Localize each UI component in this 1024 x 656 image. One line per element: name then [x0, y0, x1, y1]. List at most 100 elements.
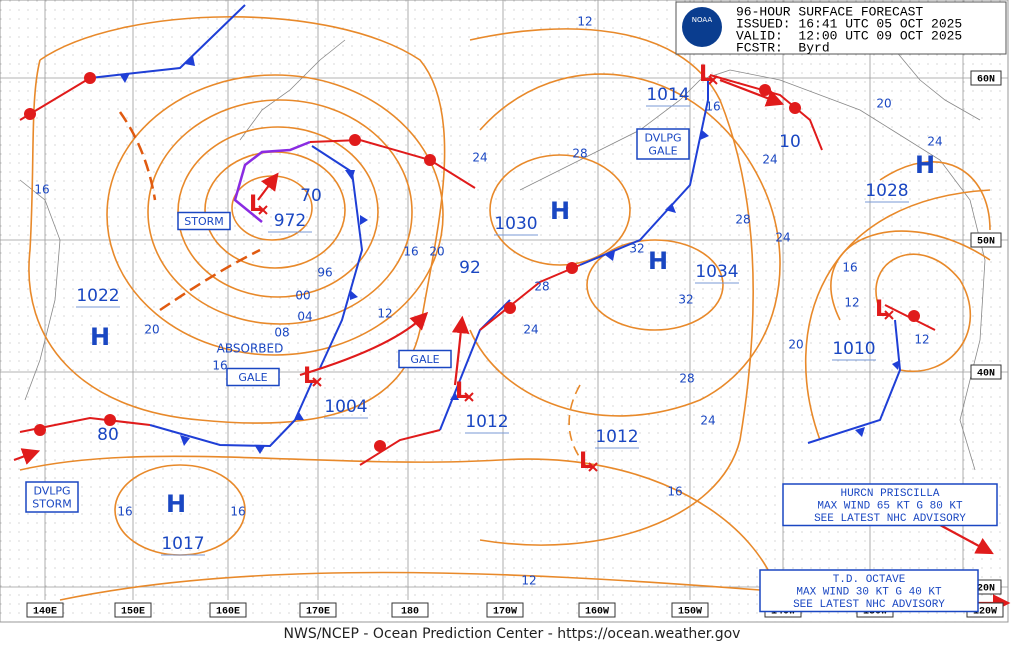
isobar-label: 80	[97, 425, 119, 445]
lon-label: 160W	[585, 607, 609, 618]
high-pressure: 1030	[494, 214, 537, 234]
low-symbol: L	[455, 379, 469, 404]
isobar-label: 24	[472, 151, 487, 165]
isobar-label: 12	[377, 307, 392, 321]
isobar-label: 32	[678, 293, 693, 307]
low-center	[884, 310, 894, 320]
isobar-label: 10	[779, 132, 801, 152]
isobar-label: 04	[297, 310, 312, 324]
forecaster: FCSTR: Byrd	[736, 40, 830, 55]
isobar-label: 96	[317, 266, 332, 280]
isobar-label: 20	[876, 97, 891, 111]
isobar-label: 16	[230, 505, 245, 519]
advisory-line: MAX WIND 65 KT G 80 KT	[817, 500, 963, 512]
high-symbol: H	[90, 323, 110, 351]
lon-label: 140E	[33, 607, 57, 618]
high-pressure: 1022	[76, 286, 119, 306]
isobar-label: 12	[914, 333, 929, 347]
lat-label-box	[970, 232, 1002, 248]
isobar-label: 70	[300, 186, 322, 206]
warning-label: DVLPG	[33, 485, 70, 498]
isobar-label: 20	[429, 245, 444, 259]
isobar-label: 16	[705, 100, 720, 114]
isobar-label: 24	[762, 153, 777, 167]
lon-label-box	[209, 602, 247, 618]
isobars	[19, 16, 991, 601]
high-symbol: H	[648, 247, 668, 275]
advisory-line: T.D. OCTAVE	[833, 574, 906, 586]
isobar-label: 24	[927, 135, 942, 149]
isobar-label: 12	[521, 574, 536, 588]
logo-text: NOAA	[692, 16, 713, 24]
lon-label: 160E	[216, 607, 240, 618]
low-pressure: 972	[274, 211, 306, 231]
advisory-line: MAX WIND 30 KT G 40 KT	[796, 586, 942, 598]
isobar-label: 16	[842, 261, 857, 275]
advisory-line: SEE LATEST NHC ADVISORY	[814, 513, 966, 525]
header-box: NOAA 96-HOUR SURFACE FORECAST ISSUED: 16…	[675, 1, 1007, 55]
isobar-label: 24	[775, 231, 790, 245]
lon-label-box	[391, 602, 429, 618]
lon-label-box	[671, 602, 709, 618]
advisory-line: SEE LATEST NHC ADVISORY	[793, 599, 945, 611]
lat-label: 60N	[977, 75, 995, 86]
isobar-label: 00	[295, 289, 310, 303]
low-center	[464, 392, 474, 402]
warning-box	[226, 367, 280, 387]
lon-label-box	[578, 602, 616, 618]
low-center	[258, 205, 268, 215]
warning-label: GALE	[410, 353, 439, 366]
lat-label-box	[970, 364, 1002, 380]
high-pressure: 1017	[161, 534, 204, 554]
warning-box	[25, 481, 79, 513]
low-pressure: 1014	[646, 85, 689, 105]
forecast-title: 96-HOUR SURFACE FORECAST	[736, 4, 923, 19]
low-pressure: 1012	[595, 427, 638, 447]
lon-label: 170E	[306, 607, 330, 618]
isobar-label: 28	[735, 213, 750, 227]
isobar-label: 20	[144, 323, 159, 337]
logo	[682, 7, 722, 47]
footer: NWS/NCEP - Ocean Prediction Center - htt…	[284, 626, 741, 642]
advisory-box	[759, 569, 979, 613]
fronts	[19, 4, 936, 466]
low-symbol: L	[249, 192, 263, 217]
isobar-label: 28	[679, 372, 694, 386]
lat-label-box	[970, 70, 1002, 86]
isobar-label: 16	[667, 485, 682, 499]
lat-label: 20N	[977, 584, 995, 595]
isobar-label: 20	[788, 338, 803, 352]
warning-box	[398, 349, 452, 369]
low-center	[312, 377, 322, 387]
low-center	[588, 462, 598, 472]
lon-label: 170W	[493, 607, 517, 618]
isobar-label: 16	[117, 505, 132, 519]
lon-label-box	[486, 602, 524, 618]
warning-label: DVLPG	[644, 132, 681, 145]
warning-label: STORM	[184, 215, 224, 228]
issued: ISSUED: 16:41 UTC 05 OCT 2025	[736, 16, 962, 31]
warning-box	[177, 211, 231, 231]
isobar-label: 12	[577, 15, 592, 29]
low-symbol: L	[303, 364, 317, 389]
isobar-label: 28	[534, 280, 549, 294]
high-symbol: H	[915, 151, 935, 179]
valid: VALID: 12:00 UTC 09 OCT 2025	[736, 28, 962, 43]
lat-label: 40N	[977, 369, 995, 380]
low-pressure: 1010	[832, 339, 875, 359]
high-pressure: 1034	[695, 262, 738, 282]
lat-label: 50N	[977, 237, 995, 248]
high-pressure: 1028	[865, 181, 908, 201]
warning-label: GALE	[648, 145, 677, 158]
isobar-label: 28	[572, 147, 587, 161]
coastlines	[19, 39, 986, 471]
lon-label-box	[299, 602, 337, 618]
lon-label: 150W	[678, 607, 702, 618]
high-symbol: H	[550, 197, 570, 225]
isobar-label: 24	[523, 323, 538, 337]
isobar-label: 08	[274, 326, 289, 340]
note: ABSORBED	[217, 342, 284, 356]
low-symbol: L	[875, 297, 889, 322]
lon-label: 120W	[973, 607, 997, 618]
